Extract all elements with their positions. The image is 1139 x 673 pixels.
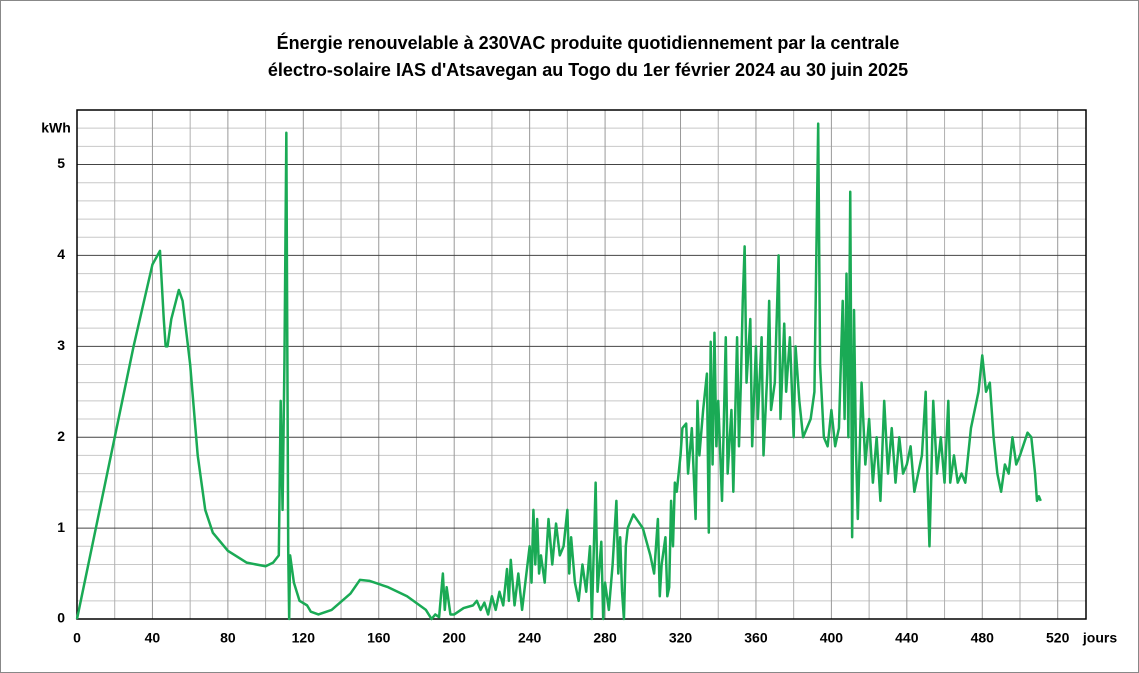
x-axis-label: jours xyxy=(1082,630,1117,646)
y-tick-label: 4 xyxy=(57,246,65,262)
y-tick-label: 1 xyxy=(57,519,65,535)
x-tick-label: 440 xyxy=(895,630,919,646)
y-axis-label: kWh xyxy=(41,120,71,136)
x-tick-label: 240 xyxy=(518,630,542,646)
x-tick-label: 320 xyxy=(669,630,693,646)
y-tick-label: 2 xyxy=(57,428,65,444)
y-tick-label: 0 xyxy=(57,610,65,626)
x-tick-label: 0 xyxy=(73,630,81,646)
x-tick-label: 200 xyxy=(443,630,467,646)
x-tick-label: 480 xyxy=(971,630,995,646)
y-tick-label: 5 xyxy=(57,155,65,171)
x-tick-label: 120 xyxy=(292,630,316,646)
data-line xyxy=(75,122,1042,621)
x-tick-label: 360 xyxy=(744,630,768,646)
plot-frame xyxy=(76,109,1087,620)
x-tick-label: 40 xyxy=(145,630,161,646)
x-tick-label: 80 xyxy=(220,630,236,646)
title-line-1: Énergie renouvelable à 230VAC produite q… xyxy=(277,32,900,53)
title-line-2: électro-solaire IAS d'Atsavegan au Togo … xyxy=(268,60,908,80)
y-tick-label: 3 xyxy=(57,337,65,353)
x-tick-label: 400 xyxy=(820,630,844,646)
x-tick-label: 520 xyxy=(1046,630,1070,646)
x-tick-label: 160 xyxy=(367,630,391,646)
x-tick-label: 280 xyxy=(593,630,617,646)
